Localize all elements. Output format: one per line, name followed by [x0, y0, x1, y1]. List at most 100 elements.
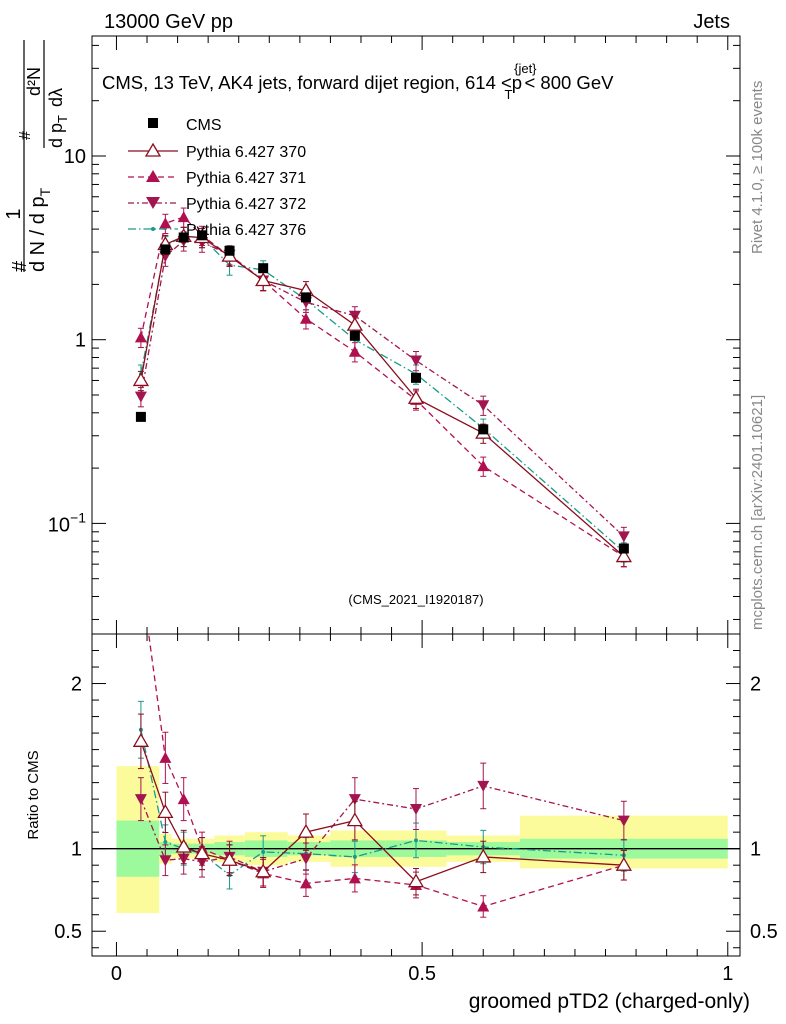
ratio-point-p370: [193, 845, 211, 860]
point-p372: [477, 400, 490, 412]
ratio-point-p376: [261, 849, 266, 854]
point-p370: [615, 548, 632, 563]
ratio-point-p376: [163, 840, 168, 845]
ytick-label-0.1: 10−1: [48, 509, 86, 536]
header-category: Jets: [693, 11, 730, 33]
ylabel-denominator: d pTdλ: [46, 88, 70, 148]
legend-marker-370: [144, 142, 162, 157]
xtick-label-0.5: 0.5: [408, 963, 436, 985]
point-cms: [618, 543, 629, 554]
ratio-ytick-label-0.5-right: 0.5: [750, 921, 778, 943]
ratio-point-p372: [348, 794, 361, 806]
ratio-plot-area: [92, 570, 740, 918]
legend-marker-cms: [148, 118, 158, 128]
point-p370: [346, 316, 363, 331]
legend-marker-372: [146, 197, 160, 209]
point-p371: [159, 217, 172, 229]
ratio-point-p372: [299, 853, 312, 865]
point-cms: [160, 244, 171, 255]
legend: CMS Pythia 6.427 370 Pythia 6.427 371 Py…: [128, 117, 306, 239]
point-p371: [299, 312, 312, 324]
point-cms: [135, 411, 146, 422]
ylabel-dN: d N / d pT: [27, 187, 53, 272]
series-line-p370: [140, 235, 625, 558]
ratio-point-p370: [175, 838, 192, 853]
ratio-point-p371: [177, 793, 190, 805]
ratio-point-p370: [132, 733, 150, 747]
analysis-reference: (CMS_2021_I1920187): [348, 592, 483, 607]
title-sup: {jet}: [514, 61, 537, 76]
rivet-version: Rivet 4.1.0, ≥ 100k events: [749, 81, 766, 254]
legend-cms: CMS: [186, 117, 222, 134]
top-y-ticks: [92, 36, 740, 634]
ytick-label-10: 10: [64, 146, 86, 168]
ratio-line-p371: [148, 634, 625, 908]
ratio-line-p372: [140, 785, 625, 873]
series-line-p376: [140, 235, 625, 553]
title-sub: T: [505, 87, 513, 102]
point-p370: [132, 372, 150, 387]
ratio-y-label: Ratio to CMS: [25, 750, 42, 839]
ratio-ytick-label-2: 2: [71, 674, 82, 696]
ylabel-hash-left: #: [9, 260, 31, 272]
xtick-label-1: 1: [722, 963, 733, 985]
ratio-point-p371: [348, 872, 361, 884]
plot-title: CMS, 13 TeV, AK4 jets, forward dijet reg…: [102, 61, 614, 102]
ratio-point-p370: [221, 851, 238, 866]
ratio-point-p370: [255, 863, 272, 878]
bottom-panel-border: [91, 633, 741, 957]
point-p370: [255, 272, 272, 287]
ylabel-one: 1: [3, 208, 25, 219]
ratio-point-p370: [346, 812, 363, 827]
point-cms: [258, 263, 269, 274]
ytick-label-1: 1: [75, 330, 86, 352]
title-end: < 800 GeV: [524, 72, 614, 93]
legend-marker-371: [146, 170, 160, 182]
ratio-point-p371: [135, 570, 147, 581]
point-p370: [407, 389, 425, 404]
ratio-point-p370: [615, 856, 632, 871]
point-p371: [134, 331, 147, 343]
top-plot-area: [132, 207, 632, 568]
header-process: 13000 GeV pp: [104, 11, 233, 33]
point-cms: [178, 232, 189, 243]
legend-371: Pythia 6.427 371: [186, 170, 306, 187]
ratio-point-p371: [299, 877, 312, 889]
ratio-ticks: [92, 634, 740, 956]
point-p372: [617, 531, 630, 543]
legend-370: Pythia 6.427 370: [186, 144, 306, 161]
ratio-point-p372: [410, 804, 422, 816]
ratio-point-p376: [352, 854, 357, 859]
y-axis-label: # 1 d N / d pT # d²N d pTdλ: [3, 40, 70, 272]
ratio-point-p371: [159, 751, 172, 763]
xtick-label-0: 0: [111, 963, 122, 985]
point-p372: [134, 391, 147, 403]
point-p371: [177, 211, 190, 223]
point-cms: [300, 292, 311, 303]
point-p371: [477, 460, 490, 472]
ratio-point-p370: [297, 823, 315, 838]
point-p371: [348, 345, 361, 357]
series-line-p372: [140, 240, 625, 537]
title-main: CMS, 13 TeV, AK4 jets, forward dijet reg…: [102, 72, 522, 93]
ylabel-hash-mid: #: [17, 131, 34, 140]
point-cms: [197, 230, 208, 241]
point-p372: [410, 355, 422, 367]
mcplots-credit: mcplots.cern.ch [arXiv:2401.10621]: [749, 395, 766, 630]
ratio-point-p372: [134, 794, 147, 806]
ratio-point-p370: [475, 848, 492, 863]
series-line-p371: [140, 216, 625, 558]
ratio-point-p372: [477, 780, 490, 792]
legend-376: Pythia 6.427 376: [186, 222, 306, 239]
ylabel-numerator: d²N: [24, 67, 44, 96]
point-cms: [478, 424, 489, 435]
legend-372: Pythia 6.427 372: [186, 196, 306, 213]
ratio-ytick-label-1-right: 1: [750, 839, 761, 861]
ratio-point-p372: [159, 855, 172, 867]
ratio-point-p371: [477, 900, 490, 912]
ratio-ytick-label-1: 1: [71, 839, 82, 861]
point-cms: [411, 372, 421, 383]
ratio-ytick-label-2-right: 2: [750, 674, 761, 696]
ratio-point-p370: [157, 804, 174, 818]
